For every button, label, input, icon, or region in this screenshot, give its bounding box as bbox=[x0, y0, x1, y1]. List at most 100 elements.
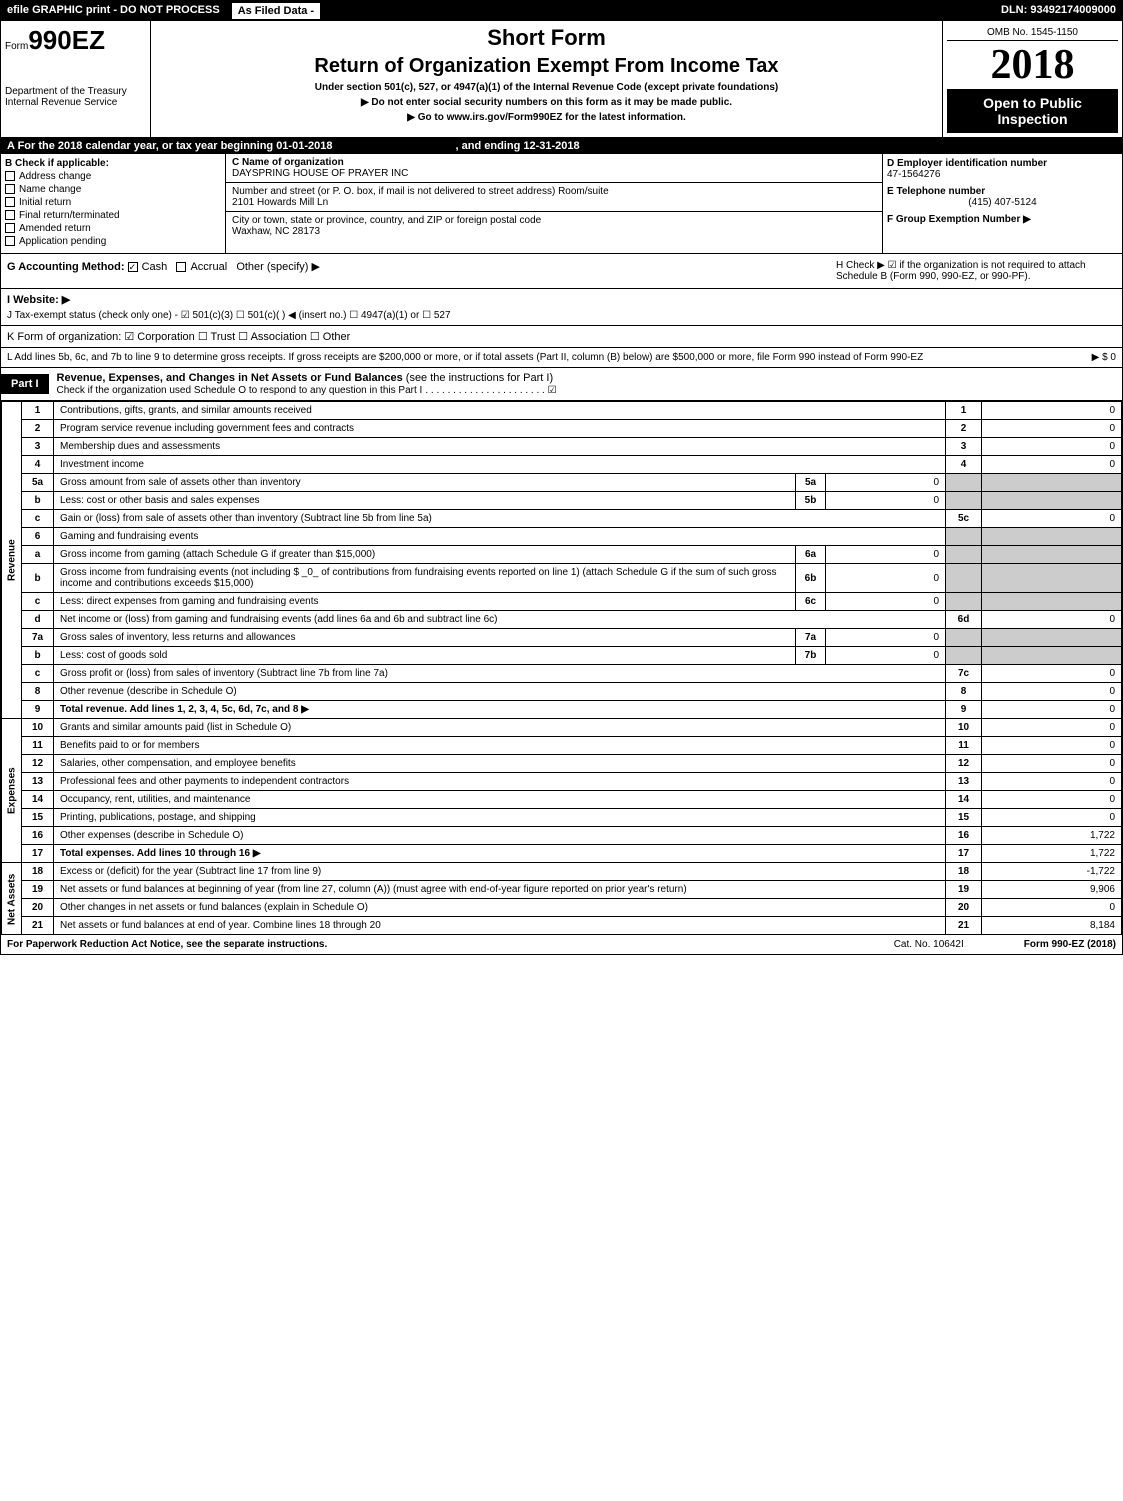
box-val: 1,722 bbox=[982, 827, 1122, 845]
line-desc: Net assets or fund balances at beginning… bbox=[54, 881, 946, 899]
box-val: 0 bbox=[982, 755, 1122, 773]
line-desc: Contributions, gifts, grants, and simila… bbox=[54, 402, 946, 420]
i-row: I Website: ▶ J Tax-exempt status (check … bbox=[1, 289, 1122, 326]
line-desc: Other revenue (describe in Schedule O) bbox=[54, 683, 946, 701]
line-desc: Professional fees and other payments to … bbox=[54, 773, 946, 791]
sub-num: 6b bbox=[796, 564, 826, 593]
d-phone-label: E Telephone number bbox=[887, 186, 1118, 197]
check-final[interactable]: Final return/terminated bbox=[5, 210, 221, 221]
check-cash[interactable] bbox=[128, 262, 138, 272]
box-val: 0 bbox=[982, 420, 1122, 438]
line-num: d bbox=[22, 611, 54, 629]
g-right: H Check ▶ ☑ if the organization is not r… bbox=[836, 260, 1116, 282]
line-desc: Investment income bbox=[54, 456, 946, 474]
line-num: b bbox=[22, 564, 54, 593]
check-initial[interactable]: Initial return bbox=[5, 197, 221, 208]
k-label: K Form of organization: ☑ Corporation ☐ … bbox=[7, 331, 350, 343]
box-val: 0 bbox=[982, 438, 1122, 456]
check-name[interactable]: Name change bbox=[5, 184, 221, 195]
d-phone: (415) 407-5124 bbox=[887, 197, 1118, 208]
note1: ▶ Do not enter social security numbers o… bbox=[155, 97, 938, 108]
check-amended[interactable]: Amended return bbox=[5, 223, 221, 234]
line-num: 21 bbox=[22, 917, 54, 935]
c-city: Waxhaw, NC 28173 bbox=[232, 226, 876, 237]
line-num: a bbox=[22, 546, 54, 564]
i-label: I Website: ▶ bbox=[7, 294, 70, 306]
box-val-shaded bbox=[982, 474, 1122, 492]
footer-mid: Cat. No. 10642I bbox=[894, 939, 964, 950]
check-pending[interactable]: Application pending bbox=[5, 236, 221, 247]
box-num: 14 bbox=[946, 791, 982, 809]
d-ein: 47-1564276 bbox=[887, 169, 1118, 180]
line-desc: Gross profit or (loss) from sales of inv… bbox=[54, 665, 946, 683]
part1-title: Revenue, Expenses, and Changes in Net As… bbox=[49, 368, 565, 400]
header-left: Form990EZ Department of the Treasury Int… bbox=[1, 21, 151, 137]
sub-val: 0 bbox=[826, 492, 946, 510]
topbar-left: efile GRAPHIC print - DO NOT PROCESS bbox=[1, 1, 226, 21]
box-num: 9 bbox=[946, 701, 982, 719]
line-num: 7a bbox=[22, 629, 54, 647]
l-amount: ▶ $ 0 bbox=[1092, 352, 1116, 363]
part1-header: Part I Revenue, Expenses, and Changes in… bbox=[1, 368, 1122, 401]
line-num: 15 bbox=[22, 809, 54, 827]
col-b: B Check if applicable: Address change Na… bbox=[1, 154, 226, 253]
line-desc: Less: cost or other basis and sales expe… bbox=[54, 492, 796, 510]
check-address[interactable]: Address change bbox=[5, 171, 221, 182]
box-val: 0 bbox=[982, 773, 1122, 791]
line-num: 14 bbox=[22, 791, 54, 809]
box-val-shaded bbox=[982, 564, 1122, 593]
box-num: 15 bbox=[946, 809, 982, 827]
box-val: 0 bbox=[982, 899, 1122, 917]
box-val: 0 bbox=[982, 791, 1122, 809]
box-val: 0 bbox=[982, 683, 1122, 701]
box-num-shaded bbox=[946, 629, 982, 647]
line-num: b bbox=[22, 647, 54, 665]
d-group-label: F Group Exemption Number ▶ bbox=[887, 214, 1118, 225]
box-val-shaded bbox=[982, 629, 1122, 647]
line-desc: Gross amount from sale of assets other t… bbox=[54, 474, 796, 492]
expenses-label: Expenses bbox=[2, 719, 22, 863]
line-num: c bbox=[22, 665, 54, 683]
check-accrual[interactable] bbox=[176, 262, 186, 272]
box-val: 9,906 bbox=[982, 881, 1122, 899]
line-num: c bbox=[22, 510, 54, 528]
line-desc: Grants and similar amounts paid (list in… bbox=[54, 719, 946, 737]
l-text: L Add lines 5b, 6c, and 7b to line 9 to … bbox=[7, 352, 923, 363]
sub-num: 6c bbox=[796, 593, 826, 611]
box-num: 4 bbox=[946, 456, 982, 474]
line-num: 3 bbox=[22, 438, 54, 456]
box-val: 0 bbox=[982, 665, 1122, 683]
line-desc: Gain or (loss) from sale of assets other… bbox=[54, 510, 946, 528]
box-num: 19 bbox=[946, 881, 982, 899]
sub-val: 0 bbox=[826, 546, 946, 564]
sub-num: 6a bbox=[796, 546, 826, 564]
year: 2018 bbox=[947, 41, 1118, 89]
line-desc: Less: direct expenses from gaming and fu… bbox=[54, 593, 796, 611]
header-center: Short Form Return of Organization Exempt… bbox=[151, 21, 942, 137]
box-num: 21 bbox=[946, 917, 982, 935]
line-num: 2 bbox=[22, 420, 54, 438]
sub-num: 5a bbox=[796, 474, 826, 492]
line-num: 13 bbox=[22, 773, 54, 791]
line-desc: Gross income from fundraising events (no… bbox=[54, 564, 796, 593]
form-number: 990EZ bbox=[28, 25, 105, 55]
note2: ▶ Go to www.irs.gov/Form990EZ for the la… bbox=[155, 112, 938, 123]
box-num-shaded bbox=[946, 564, 982, 593]
d-ein-label: D Employer identification number bbox=[887, 158, 1118, 169]
sub-val: 0 bbox=[826, 564, 946, 593]
box-val-shaded bbox=[982, 528, 1122, 546]
box-val: 0 bbox=[982, 510, 1122, 528]
b-label: B Check if applicable: bbox=[5, 158, 221, 169]
footer: For Paperwork Reduction Act Notice, see … bbox=[1, 935, 1122, 954]
line-desc: Other expenses (describe in Schedule O) bbox=[54, 827, 946, 845]
sub-num: 7a bbox=[796, 629, 826, 647]
topbar-dln: DLN: 93492174009000 bbox=[995, 1, 1122, 21]
line-num: 8 bbox=[22, 683, 54, 701]
h-label: H Check ▶ ☑ if the organization is not r… bbox=[836, 260, 1086, 282]
return-title: Return of Organization Exempt From Incom… bbox=[155, 55, 938, 78]
dept: Department of the Treasury bbox=[5, 86, 146, 97]
box-num: 6d bbox=[946, 611, 982, 629]
box-val: 0 bbox=[982, 456, 1122, 474]
line-desc: Excess or (deficit) for the year (Subtra… bbox=[54, 863, 946, 881]
box-val: 0 bbox=[982, 719, 1122, 737]
